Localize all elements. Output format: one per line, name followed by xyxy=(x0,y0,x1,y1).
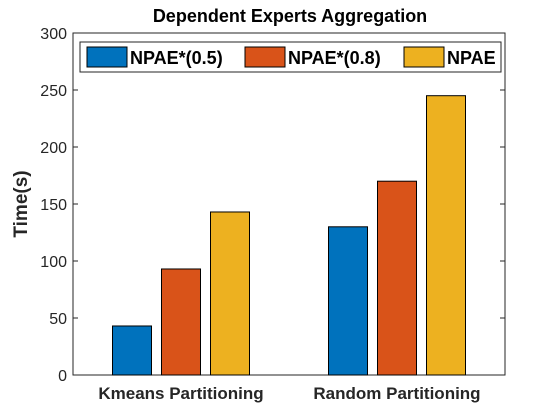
bar xyxy=(328,226,368,376)
bar xyxy=(426,95,466,376)
legend-label: NPAE*(0.5) xyxy=(130,48,223,68)
y-tick-label: 300 xyxy=(40,26,67,43)
x-category-label: Kmeans Partitioning xyxy=(98,384,263,403)
y-tick-label: 50 xyxy=(49,311,67,328)
legend-swatch xyxy=(403,46,445,68)
plot-area: 0 50 100 150 200 250 300 Kmeans Partitioning Ran… xyxy=(40,26,506,403)
chart-title: Dependent Experts Aggregation xyxy=(153,6,427,26)
y-tick-label: 100 xyxy=(40,254,67,271)
bar xyxy=(112,325,152,376)
legend-label: NPAE*(0.8) xyxy=(288,48,381,68)
bar xyxy=(210,211,250,376)
bar xyxy=(377,180,417,376)
legend-swatch xyxy=(244,46,286,68)
y-tick-label: 250 xyxy=(40,83,67,100)
bar xyxy=(161,268,201,376)
y-tick-label: 0 xyxy=(58,368,67,385)
legend-swatch xyxy=(86,46,128,68)
y-tick-label: 150 xyxy=(40,197,67,214)
x-category-label: Random Partitioning xyxy=(313,384,480,403)
y-axis-title: Time(s) xyxy=(11,170,32,237)
y-tick-label: 200 xyxy=(40,140,67,157)
legend-label: NPAE xyxy=(447,48,496,68)
